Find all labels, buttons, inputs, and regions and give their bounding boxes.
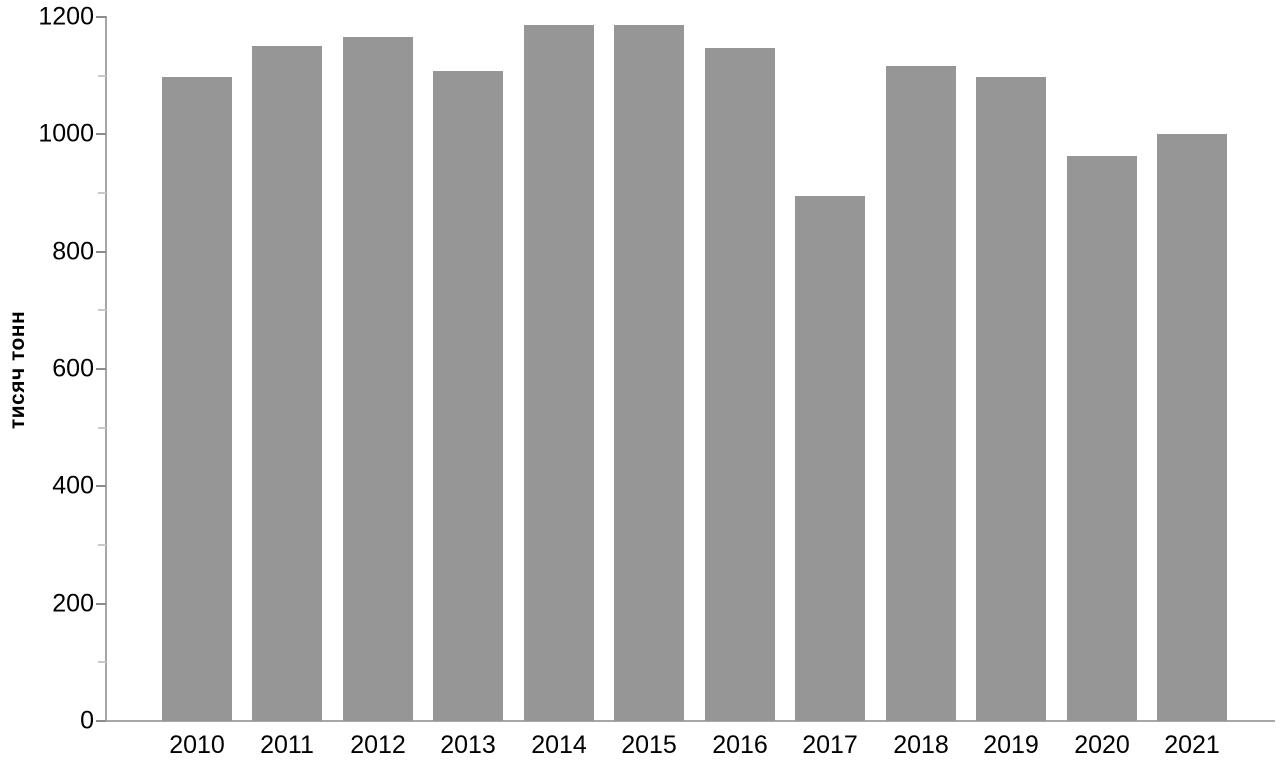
x-axis-label-2014: 2014 (531, 731, 587, 759)
y-axis-tick-label: 1200 (38, 2, 94, 31)
x-axis-label-2021: 2021 (1164, 731, 1220, 759)
bar-2017 (795, 195, 865, 721)
y-axis-tick (96, 602, 106, 605)
bar-2012 (343, 36, 413, 721)
x-axis-label-2015: 2015 (621, 731, 677, 759)
y-axis-tick (98, 192, 106, 194)
bar-2010 (162, 77, 232, 721)
y-axis-tick (98, 74, 106, 77)
y-axis-tick (96, 368, 106, 370)
y-axis-tick (96, 485, 106, 488)
bar-2011 (252, 46, 322, 721)
bar-2020 (1067, 156, 1137, 721)
bar-2014 (524, 24, 594, 721)
y-axis-tick (96, 250, 106, 253)
y-axis-line (105, 16, 107, 722)
y-axis-tick-label: 0 (80, 706, 94, 735)
y-axis-tick (96, 16, 106, 18)
x-axis-label-2012: 2012 (350, 731, 406, 759)
y-axis-tick-label: 400 (52, 471, 94, 500)
y-axis-tick-label: 600 (52, 354, 94, 383)
y-axis-tick-label: 800 (52, 237, 94, 266)
x-axis-label-2013: 2013 (440, 731, 496, 759)
y-axis-tick (98, 544, 106, 546)
x-axis-label-2010: 2010 (169, 731, 225, 759)
y-axis-tick-label: 1000 (38, 119, 94, 148)
y-axis-tick (96, 133, 106, 136)
y-axis-tick (96, 720, 106, 722)
x-axis-label-2016: 2016 (712, 731, 768, 759)
y-axis-tick (98, 309, 106, 312)
y-axis-tick-label: 200 (52, 589, 94, 618)
bar-2013 (433, 70, 503, 721)
bar-2021 (1157, 134, 1227, 721)
x-axis-label-2019: 2019 (983, 731, 1039, 759)
y-axis-tick (98, 426, 106, 429)
bar-2016 (705, 47, 775, 721)
x-axis-line (105, 720, 1275, 722)
x-axis-label-2018: 2018 (893, 731, 949, 759)
bar-2019 (976, 76, 1046, 721)
x-axis-label-2020: 2020 (1074, 731, 1130, 759)
bar-2015 (614, 25, 684, 721)
x-axis-label-2017: 2017 (802, 731, 858, 759)
y-axis-tick (98, 661, 106, 664)
bar-2018 (886, 65, 956, 721)
x-axis-label-2011: 2011 (260, 731, 314, 759)
